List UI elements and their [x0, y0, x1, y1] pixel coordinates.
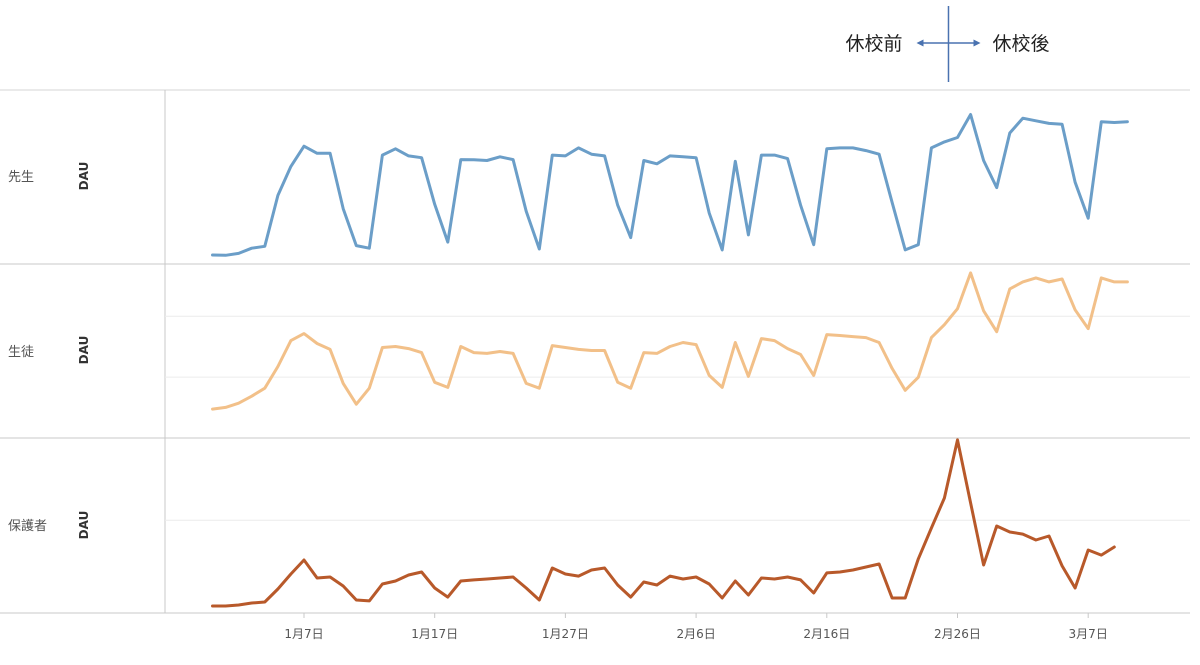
- x-tick-label: 1月7日: [284, 627, 323, 641]
- panel-label-parents: 保護者: [8, 518, 47, 534]
- panel-label-students: 生徒: [8, 345, 34, 360]
- series-line-0: [211, 113, 1129, 257]
- annotation: 休校前 休校後: [845, 6, 1050, 82]
- series-line-2: [211, 438, 1116, 608]
- x-tick-label: 2月16日: [803, 627, 850, 641]
- x-tick-label: 3月7日: [1069, 627, 1108, 641]
- panel-parents: 保護者 DAU: [8, 438, 1190, 608]
- panel-students: 生徒 DAU: [8, 271, 1190, 411]
- y-axis-label-parents: DAU: [77, 511, 91, 540]
- panel-teachers: 先生 DAU: [8, 113, 1129, 257]
- series-line-1: [211, 271, 1129, 411]
- before-arrowhead: [916, 39, 924, 47]
- y-axis-label-teachers: DAU: [77, 162, 91, 191]
- x-tick-label: 1月17日: [411, 627, 458, 641]
- panel-frame: [0, 89, 1190, 614]
- y-axis-label-students: DAU: [77, 336, 91, 365]
- x-tick-label: 2月6日: [676, 627, 715, 641]
- before-label: 休校前: [845, 33, 902, 55]
- panel-label-teachers: 先生: [8, 170, 34, 185]
- after-arrowhead: [973, 39, 981, 47]
- x-axis: 1月7日 1月17日 1月27日 2月6日 2月16日 2月26日 3月7日: [284, 613, 1108, 641]
- x-tick-label: 2月26日: [934, 627, 981, 641]
- x-tick-label: 1月27日: [542, 627, 589, 641]
- after-label: 休校後: [992, 33, 1049, 55]
